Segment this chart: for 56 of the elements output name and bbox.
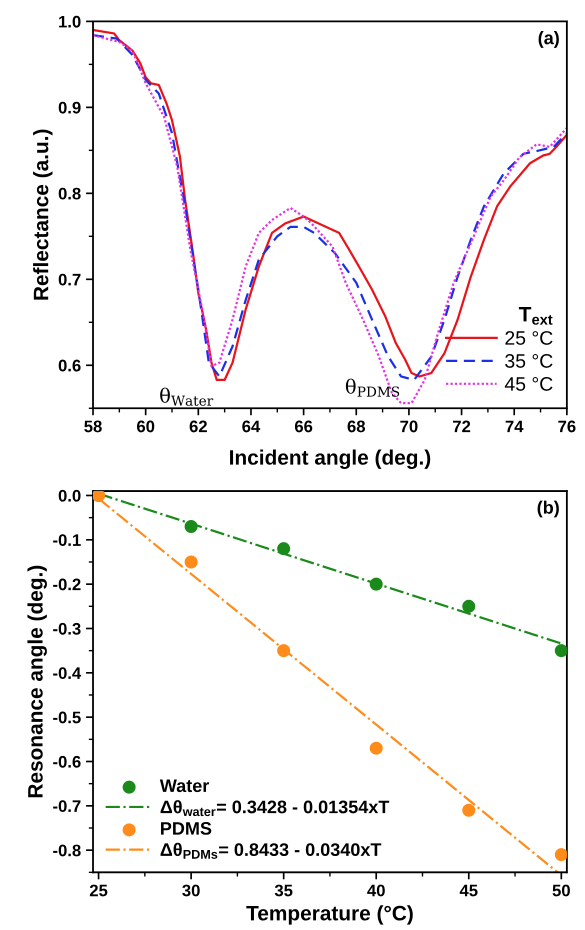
y-tick-label: -0.8 bbox=[53, 844, 81, 856]
annotation: θ$_{PDMS}$ bbox=[346, 378, 400, 397]
point bbox=[554, 848, 567, 862]
y-tick-label: 0.9 bbox=[58, 102, 81, 114]
legend-label: PDMS bbox=[161, 822, 212, 835]
y-tick-label: 0.6 bbox=[58, 360, 81, 372]
x-tick-label: 76 bbox=[558, 420, 576, 432]
point bbox=[184, 520, 198, 534]
annotation: (a) bbox=[538, 31, 559, 48]
point bbox=[462, 804, 476, 817]
y-tick-label: 0.0 bbox=[58, 490, 81, 502]
annotation: θ$_{Water}$ bbox=[160, 388, 214, 406]
x-tick-label: 40 bbox=[367, 884, 385, 896]
legend-label: 25 °C bbox=[505, 331, 553, 345]
x-tick-label: 60 bbox=[137, 420, 154, 432]
point bbox=[184, 555, 198, 568]
legend-label: 35 °C bbox=[505, 354, 553, 368]
legend-label: 45 °C bbox=[504, 377, 553, 391]
x-tick-label: 25 bbox=[90, 884, 108, 896]
x-tick-label: 74 bbox=[506, 420, 524, 432]
legend-label: Water bbox=[160, 780, 210, 792]
y-tick-label: -0.3 bbox=[53, 622, 81, 635]
y-tick-label: -0.4 bbox=[53, 667, 82, 680]
y-tick-label: -0.6 bbox=[53, 756, 81, 768]
point bbox=[370, 742, 383, 755]
y-tick-label: 1.0 bbox=[59, 16, 81, 28]
x-tick-label: 58 bbox=[84, 420, 102, 432]
x-tick-label: 35 bbox=[274, 884, 292, 896]
point bbox=[277, 542, 290, 556]
x-tick-label: 70 bbox=[400, 420, 418, 432]
x-tick-label: 62 bbox=[190, 420, 207, 432]
y-tick-label: -0.5 bbox=[53, 712, 81, 724]
point bbox=[462, 600, 476, 613]
point bbox=[554, 644, 567, 658]
y-tick-label: -0.1 bbox=[53, 534, 81, 546]
legend-label: Δθ$_{water}$= 0.3428 - 0.01354xT bbox=[160, 800, 390, 816]
x-tick-label: 72 bbox=[453, 420, 470, 432]
x-tick-label: 45 bbox=[460, 884, 478, 896]
point bbox=[277, 644, 290, 658]
legend-title: T$_{ext}$ bbox=[518, 307, 552, 325]
x-tick-label: 50 bbox=[552, 884, 570, 896]
annotation: (b) bbox=[538, 500, 559, 518]
y-axis-title: Reflectance (a.u.) bbox=[33, 130, 52, 300]
x-tick-label: 68 bbox=[348, 420, 366, 432]
x-tick-label: 30 bbox=[182, 884, 200, 896]
y-tick-label: 0.7 bbox=[58, 274, 80, 286]
x-axis-title: Incident angle (deg.) bbox=[230, 450, 430, 470]
x-tick-label: 64 bbox=[242, 420, 260, 432]
y-tick-label: 0.8 bbox=[58, 188, 81, 200]
y-axis-title: Resonance angle (deg.) bbox=[27, 566, 47, 798]
point bbox=[370, 578, 383, 591]
x-tick-label: 66 bbox=[294, 420, 312, 432]
legend-label: Δθ$_{PDMs}$= 0.8433 - 0.0340xT bbox=[160, 842, 382, 859]
y-tick-label: -0.2 bbox=[53, 578, 81, 590]
y-tick-label: -0.7 bbox=[53, 800, 80, 812]
x-axis-title: Temperature (°C) bbox=[246, 905, 413, 925]
